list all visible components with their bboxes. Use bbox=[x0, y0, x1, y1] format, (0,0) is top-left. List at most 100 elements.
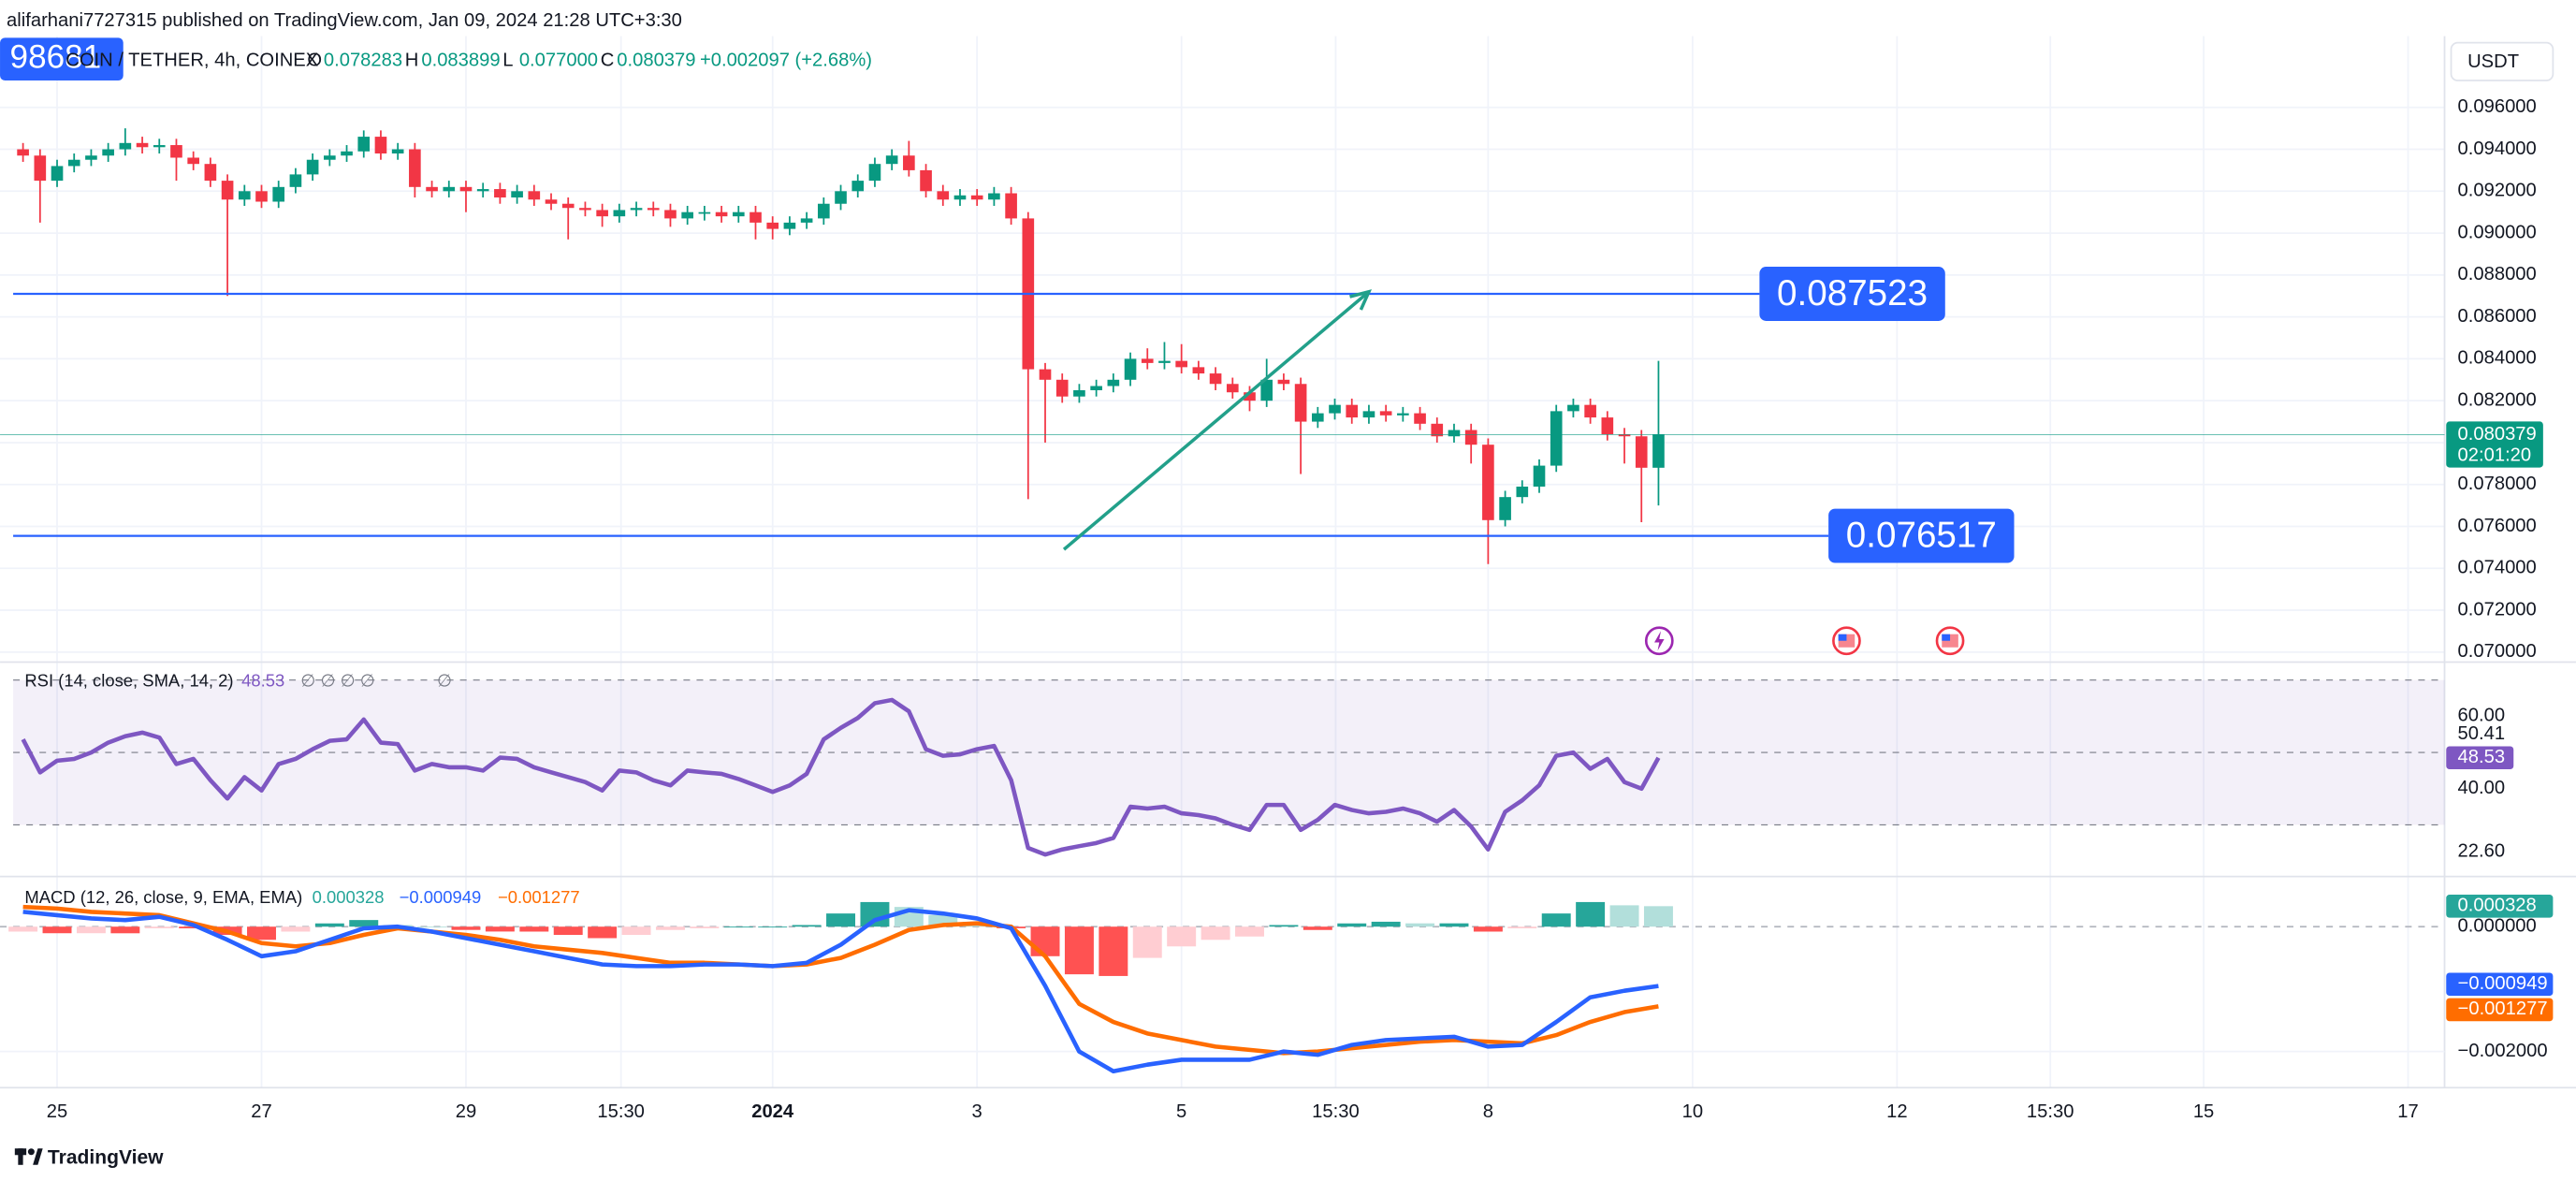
ohlc-key: H bbox=[405, 50, 419, 70]
histogram-bar bbox=[110, 926, 140, 934]
candle-body bbox=[102, 149, 114, 156]
macd-tag-label: −0.001277 bbox=[2458, 999, 2548, 1019]
candle-body bbox=[885, 155, 898, 165]
candle-body bbox=[579, 208, 591, 211]
candle-body bbox=[818, 203, 830, 219]
candle-body bbox=[750, 211, 762, 223]
y-tick-label: 0.088000 bbox=[2458, 264, 2537, 284]
histogram-bar bbox=[1541, 913, 1571, 927]
histogram-bar bbox=[758, 926, 788, 928]
candle-body bbox=[1397, 413, 1409, 416]
candle-body bbox=[953, 195, 967, 200]
y-tick-label: 0.072000 bbox=[2458, 599, 2537, 620]
candle-body bbox=[1175, 360, 1187, 368]
histogram-bar bbox=[8, 926, 38, 932]
histogram-bar bbox=[417, 926, 447, 928]
candle-body bbox=[715, 211, 728, 217]
candle-body bbox=[766, 222, 779, 229]
candle-body bbox=[1005, 193, 1017, 219]
histogram-bar bbox=[621, 926, 651, 936]
candle-body bbox=[170, 145, 182, 158]
histogram-bar bbox=[281, 926, 311, 932]
candle-body bbox=[1379, 411, 1392, 416]
candle-body bbox=[1550, 411, 1563, 466]
brand-logo bbox=[14, 1148, 43, 1165]
candle-body bbox=[1209, 373, 1222, 385]
histogram-bar bbox=[1167, 926, 1197, 947]
event-icon[interactable] bbox=[1832, 626, 1861, 656]
histogram-bar bbox=[1269, 925, 1299, 927]
candle-body bbox=[1192, 367, 1205, 374]
event-icon[interactable] bbox=[1935, 626, 1965, 656]
x-tick-label: 29 bbox=[456, 1101, 476, 1122]
candle-body bbox=[1158, 360, 1171, 363]
badge: 98681 bbox=[10, 38, 102, 75]
candle-body bbox=[545, 199, 558, 204]
y-tick-label: 0.082000 bbox=[2458, 390, 2537, 411]
candle-body bbox=[1039, 369, 1052, 380]
currency-box[interactable] bbox=[2450, 41, 2554, 81]
candle-body bbox=[494, 189, 506, 198]
x-tick-label: 15 bbox=[2193, 1101, 2214, 1122]
histogram-bar bbox=[1201, 926, 1230, 940]
candle-body bbox=[613, 210, 626, 217]
x-tick-label: 25 bbox=[47, 1101, 67, 1122]
histogram-bar bbox=[860, 901, 890, 927]
histogram-bar bbox=[723, 926, 753, 928]
histogram-bar bbox=[314, 923, 344, 927]
ohlc-key: C bbox=[601, 50, 615, 70]
x-tick-label: 17 bbox=[2397, 1101, 2418, 1122]
last-price-label: 0.080379 bbox=[2458, 424, 2537, 445]
macd-value: −0.000949 bbox=[400, 887, 482, 907]
ohlc-key: L bbox=[502, 50, 513, 70]
rsi-extra: ∅ bbox=[437, 670, 452, 690]
currency[interactable]: USDT bbox=[2467, 51, 2519, 72]
macd-tick-label: −0.002000 bbox=[2458, 1041, 2548, 1061]
candle-body bbox=[1652, 434, 1665, 468]
last-price-tag bbox=[2446, 421, 2543, 468]
candle-body bbox=[409, 149, 421, 187]
histogram-bar bbox=[451, 926, 481, 930]
candle-body bbox=[85, 155, 97, 160]
rsi-line bbox=[21, 697, 1661, 857]
macd-title: MACD (12, 26, close, 9, EMA, EMA) bbox=[24, 887, 302, 907]
y-tick-label: 0.086000 bbox=[2458, 306, 2537, 327]
candle-body bbox=[1141, 358, 1154, 363]
histogram-bar bbox=[1064, 926, 1094, 975]
candle-body bbox=[561, 203, 575, 209]
candle-body bbox=[1260, 379, 1273, 401]
rsi-tick-label: 60.00 bbox=[2458, 706, 2506, 726]
candle-body bbox=[868, 164, 881, 182]
candle-body bbox=[221, 181, 234, 200]
histogram-bar bbox=[588, 926, 618, 939]
y-tick-label: 0.096000 bbox=[2458, 96, 2537, 117]
x-tick-label: 12 bbox=[1886, 1101, 1907, 1122]
ohlc: O 0.078283 H 0.083899 L 0.077000 C 0.080379 bbox=[307, 50, 695, 70]
candle-body bbox=[357, 137, 371, 152]
candle-body bbox=[1226, 384, 1239, 393]
candle-body bbox=[1533, 465, 1546, 487]
candle-body bbox=[341, 151, 353, 156]
event-icon[interactable] bbox=[1644, 626, 1674, 656]
candle-body bbox=[528, 191, 541, 200]
macd-hist-value: 0.000328 bbox=[313, 887, 385, 907]
candle-body bbox=[119, 142, 132, 150]
macd-tag-label: 0.000328 bbox=[2458, 896, 2537, 916]
candle-body bbox=[374, 137, 387, 153]
histogram-bar bbox=[519, 926, 549, 932]
y-tick-label: 0.084000 bbox=[2458, 348, 2537, 369]
candle-body bbox=[835, 191, 847, 204]
level-box bbox=[1828, 508, 2015, 563]
level-box bbox=[1759, 267, 1945, 321]
x-tick-label: 10 bbox=[1682, 1101, 1703, 1122]
candle-body bbox=[1277, 379, 1290, 385]
countdown: 02:01:20 bbox=[2458, 445, 2532, 466]
candle-body bbox=[1090, 386, 1102, 390]
candle-body bbox=[1516, 486, 1529, 498]
candle-body bbox=[1414, 413, 1426, 424]
candle-body bbox=[630, 208, 643, 211]
publisher: alifarhani7727315 published on TradingVi… bbox=[7, 10, 682, 31]
candle-body bbox=[17, 149, 29, 156]
candle-body bbox=[970, 195, 983, 200]
brand: TradingView bbox=[48, 1146, 164, 1168]
